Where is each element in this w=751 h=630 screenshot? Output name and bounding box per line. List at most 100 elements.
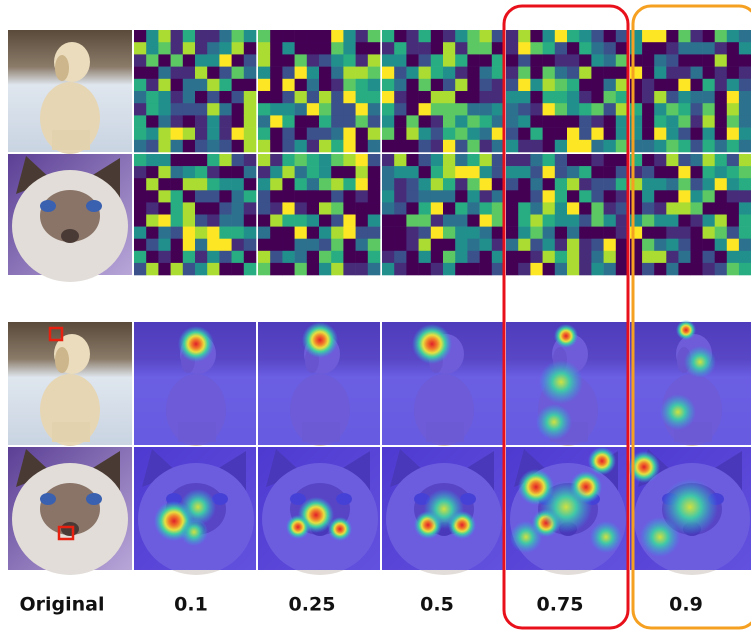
heat-cell <box>258 166 271 178</box>
heat-cell <box>703 263 715 275</box>
heat-cell <box>368 79 381 92</box>
heat-cell <box>727 190 739 202</box>
heat-cell <box>319 67 332 80</box>
heat-cell <box>739 30 751 43</box>
heat-cell <box>616 140 629 153</box>
heat-cell <box>530 227 543 239</box>
heat-cell <box>654 178 666 190</box>
heat-cell <box>419 215 432 227</box>
heat-cell <box>195 140 208 153</box>
heat-cell <box>691 140 703 153</box>
heat-cell <box>492 239 505 251</box>
cat-eye <box>40 200 56 212</box>
heat-cell <box>715 227 727 239</box>
heat-cell <box>331 239 344 251</box>
heat-cell <box>146 67 159 80</box>
heat-cell <box>307 67 320 80</box>
heat-cell <box>530 190 543 202</box>
heat-cell <box>195 115 208 128</box>
heat-cell <box>604 103 617 116</box>
heat-cell <box>591 166 604 178</box>
heat-cell <box>518 263 531 275</box>
heat-cell <box>666 79 678 92</box>
heat-cell <box>678 42 690 55</box>
heat-cell <box>368 202 381 214</box>
heat-cell <box>183 190 196 202</box>
heat-cell <box>691 54 703 67</box>
heat-cell <box>270 239 283 251</box>
heat-cell <box>642 115 654 128</box>
heat-cell <box>739 154 751 166</box>
heat-cell <box>195 42 208 55</box>
heat-cell <box>739 79 751 92</box>
heat-cell <box>506 263 519 275</box>
heat-cell <box>207 140 220 153</box>
heat-cell <box>171 154 184 166</box>
heat-cell <box>555 128 568 141</box>
heat-cell <box>506 103 519 116</box>
heat-cell <box>219 42 232 55</box>
overlay <box>630 322 751 445</box>
heat-cell <box>691 166 703 178</box>
heat-cell <box>703 67 715 80</box>
heat-cell <box>739 166 751 178</box>
heat-cell <box>158 91 171 104</box>
heat-cell <box>455 202 468 214</box>
heat-cell <box>382 251 395 263</box>
heat-cell <box>419 42 432 55</box>
heat-cell <box>183 115 196 128</box>
heat-cell <box>567 202 580 214</box>
heat-cell <box>171 190 184 202</box>
heat-cell <box>343 251 356 263</box>
heat-cell <box>467 239 480 251</box>
heat-cell <box>394 215 407 227</box>
heat-cell <box>506 91 519 104</box>
heat-cell <box>146 227 159 239</box>
heat-cell <box>319 79 332 92</box>
heat-cell <box>455 239 468 251</box>
heat-cell <box>406 79 419 92</box>
heat-cell <box>518 166 531 178</box>
heat-cell <box>282 54 295 67</box>
heat-cell <box>319 103 332 116</box>
heat-cell <box>158 30 171 43</box>
heat-cell <box>368 128 381 141</box>
heat-cell <box>579 202 592 214</box>
heat-cell <box>467 128 480 141</box>
heat-cell <box>368 166 381 178</box>
heat-cell <box>146 91 159 104</box>
heat-cell <box>295 115 308 128</box>
heat-cell <box>171 103 184 116</box>
heat-cell <box>555 115 568 128</box>
heat-cell <box>591 54 604 67</box>
heat-cell <box>270 154 283 166</box>
heat-cell <box>739 42 751 55</box>
heat-cell <box>295 178 308 190</box>
heat-cell <box>543 30 556 43</box>
dog-ear <box>55 55 69 81</box>
heat-cell <box>480 239 493 251</box>
heat-cell <box>591 91 604 104</box>
heat-cell <box>258 215 271 227</box>
heat-cell <box>727 30 739 43</box>
heat-cell <box>467 103 480 116</box>
heat-cell <box>579 128 592 141</box>
heat-cell <box>343 128 356 141</box>
heat-cell <box>382 239 395 251</box>
heat-cell <box>207 103 220 116</box>
attention-blob <box>540 481 592 533</box>
heat-cell <box>158 154 171 166</box>
heat-cell <box>146 54 159 67</box>
heat-cell <box>232 128 245 141</box>
heat-cell <box>579 178 592 190</box>
heat-cell <box>666 128 678 141</box>
heat-cell <box>368 103 381 116</box>
heat-cell <box>258 42 271 55</box>
heat-cell <box>282 263 295 275</box>
heat-cell <box>431 67 444 80</box>
heat-cell <box>492 166 505 178</box>
heat-cell <box>406 103 419 116</box>
heat-cell <box>604 251 617 263</box>
heat-cell <box>343 263 356 275</box>
heat-cell <box>219 239 232 251</box>
